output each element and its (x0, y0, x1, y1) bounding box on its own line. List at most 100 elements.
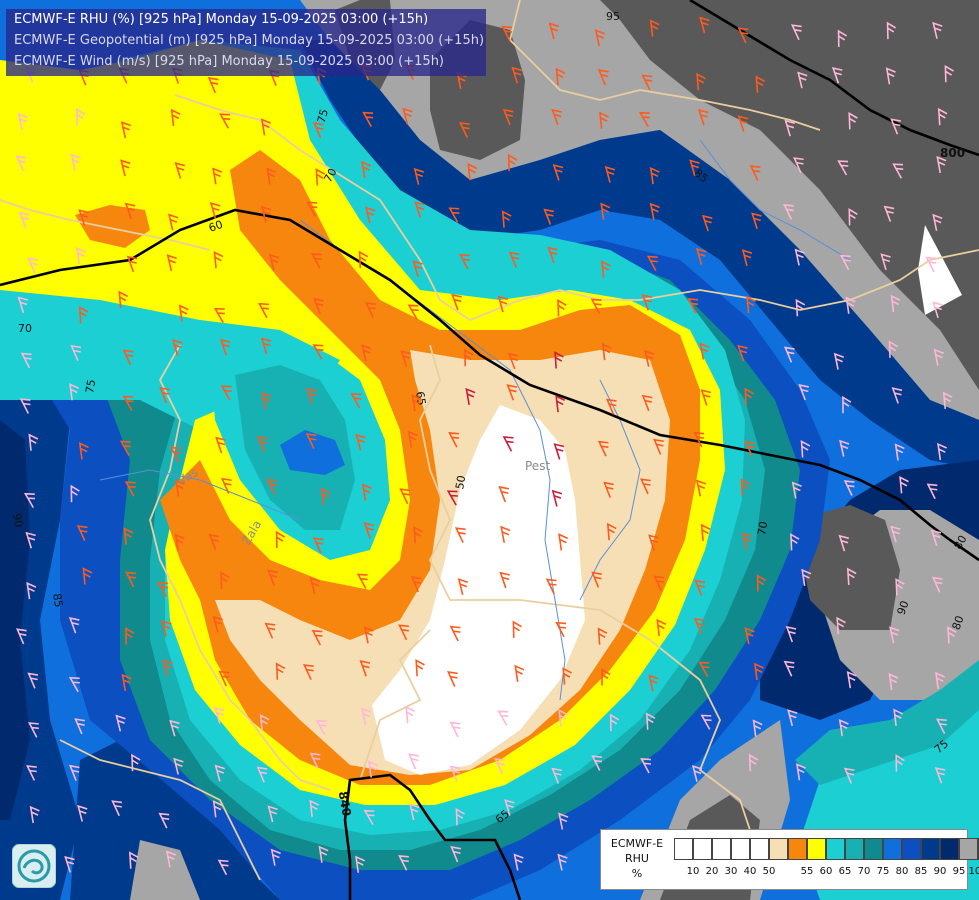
wind-barb-icon (846, 670, 857, 689)
legend-color-box (864, 838, 883, 860)
wind-barb-icon (115, 714, 126, 732)
wind-barb-icon (848, 112, 858, 130)
legend-tick-label: 50 (762, 866, 776, 877)
wind-barb-icon (695, 479, 707, 497)
wind-barb-icon (174, 479, 185, 497)
wind-barb-icon (591, 571, 602, 588)
wind-barb-icon (410, 576, 422, 593)
wind-barb-icon (693, 617, 705, 634)
wind-barb-icon (76, 107, 86, 126)
wind-barb-icon (737, 27, 749, 44)
wind-barb-icon (790, 533, 800, 551)
wind-barb-icon (893, 708, 904, 726)
wind-barb-icon (365, 206, 376, 224)
rhu-region-w-blue (280, 430, 345, 475)
wind-barb-icon (68, 764, 80, 782)
wind-barb-icon (891, 387, 903, 404)
wind-barb-icon (158, 812, 170, 829)
wind-barb-icon (70, 345, 82, 362)
wind-barb-icon (264, 622, 276, 639)
contour-label: 90 (10, 512, 25, 528)
wind-barb-icon (217, 859, 229, 876)
wind-barb-icon (551, 767, 562, 784)
wind-barb-icon (459, 122, 470, 138)
wind-barb-icon (590, 298, 602, 315)
wind-barb-icon (794, 248, 805, 266)
wind-barb-icon (218, 670, 230, 687)
wind-barb-icon (545, 578, 557, 595)
wind-barb-icon (557, 853, 568, 871)
wind-barb-icon (514, 664, 525, 682)
wind-barb-icon (350, 393, 362, 409)
wind-barb-icon (656, 618, 667, 637)
wind-barb-icon (842, 395, 852, 414)
legend-label-unit: % (631, 867, 643, 880)
wind-barb-icon (790, 24, 802, 41)
wind-barb-icon (449, 765, 461, 782)
wind-barb-icon (446, 490, 458, 506)
wind-barb-icon (212, 167, 223, 185)
wind-barb-icon (697, 109, 709, 126)
rhu-region-sw-navy (70, 740, 280, 900)
wind-barb-icon (17, 296, 29, 314)
legend-tick-label: 30 (724, 866, 738, 877)
wind-barb-icon (412, 260, 423, 278)
wind-barb-icon (267, 569, 278, 586)
wind-barb-icon (937, 442, 948, 461)
wind-barb-icon (700, 714, 712, 730)
wind-barb-icon (306, 201, 318, 217)
wind-barb-icon (70, 153, 81, 171)
wind-barb-icon (843, 480, 855, 496)
wind-barb-icon (606, 522, 617, 541)
wind-barb-icon (413, 526, 423, 544)
wind-barb-icon (933, 348, 944, 366)
rhu-region-e-darkgrey (800, 505, 900, 630)
wind-barb-icon (555, 67, 566, 86)
wind-barb-icon (270, 848, 281, 866)
wind-barb-icon (500, 525, 511, 543)
rhu-region-sw-grey (130, 840, 200, 900)
rhu-region-navy-ne (300, 40, 979, 470)
wind-barb-icon (746, 295, 756, 314)
wind-barb-icon (355, 855, 365, 873)
wind-barb-icon (398, 854, 409, 871)
wind-barb-icon (165, 850, 177, 868)
rhu-region-w-navy2 (0, 420, 30, 820)
country-borders (0, 0, 979, 881)
wind-barb-icon (846, 567, 857, 586)
wind-barb-icon (309, 752, 321, 769)
wind-barb-icon (558, 709, 569, 727)
wind-barb-icon (174, 162, 186, 179)
wind-barb-icon (220, 385, 232, 401)
wind-barb-icon (220, 477, 232, 494)
wind-barb-icon (638, 111, 650, 128)
wind-barb-icon (511, 66, 522, 84)
wind-barb-icon (845, 296, 856, 314)
wind-barb-icon (649, 166, 660, 185)
wind-barb-icon (70, 484, 80, 503)
title-rhu: ECMWF-E RHU (%) [925 hPa] Monday 15-09-2… (14, 12, 429, 27)
wind-barb-icon (414, 201, 425, 218)
wind-barb-icon (837, 29, 848, 48)
wind-barb-icon (405, 705, 415, 724)
wind-barb-icon (18, 211, 30, 229)
wind-barb-icon (212, 615, 223, 633)
wind-barb-icon (124, 481, 136, 497)
wind-barb-icon (649, 202, 660, 220)
wind-barb-icon (309, 577, 321, 595)
title-wind: ECMWF-E Wind (m/s) [925 hPa] Monday 15-0… (14, 54, 445, 69)
wind-barb-icon (838, 718, 849, 737)
wind-barb-icon (591, 755, 603, 771)
wind-barb-icon (498, 485, 510, 503)
wind-barb-icon (413, 167, 425, 185)
contour-label: 80 (951, 533, 969, 552)
wind-barb-icon (800, 440, 811, 458)
wind-barb-icon (926, 483, 938, 500)
wind-barb-icon (783, 660, 795, 677)
wind-barb-icon (693, 431, 705, 448)
legend-tick-label: 95 (952, 866, 966, 877)
wind-barb-icon (557, 299, 567, 317)
wind-barb-icon (644, 349, 655, 367)
wind-barb-icon (744, 627, 755, 645)
wind-barb-icon (785, 625, 797, 643)
